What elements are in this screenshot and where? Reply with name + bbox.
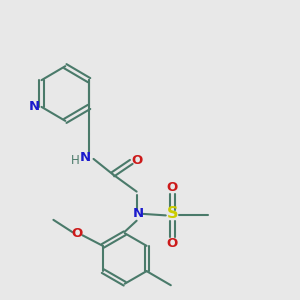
Text: S: S xyxy=(167,206,178,221)
Text: H: H xyxy=(71,154,80,167)
Text: N: N xyxy=(80,151,91,164)
Text: O: O xyxy=(72,227,83,240)
Text: O: O xyxy=(131,154,142,167)
Text: N: N xyxy=(28,100,40,113)
Text: O: O xyxy=(167,237,178,250)
Text: O: O xyxy=(167,181,178,194)
Text: N: N xyxy=(133,207,144,220)
